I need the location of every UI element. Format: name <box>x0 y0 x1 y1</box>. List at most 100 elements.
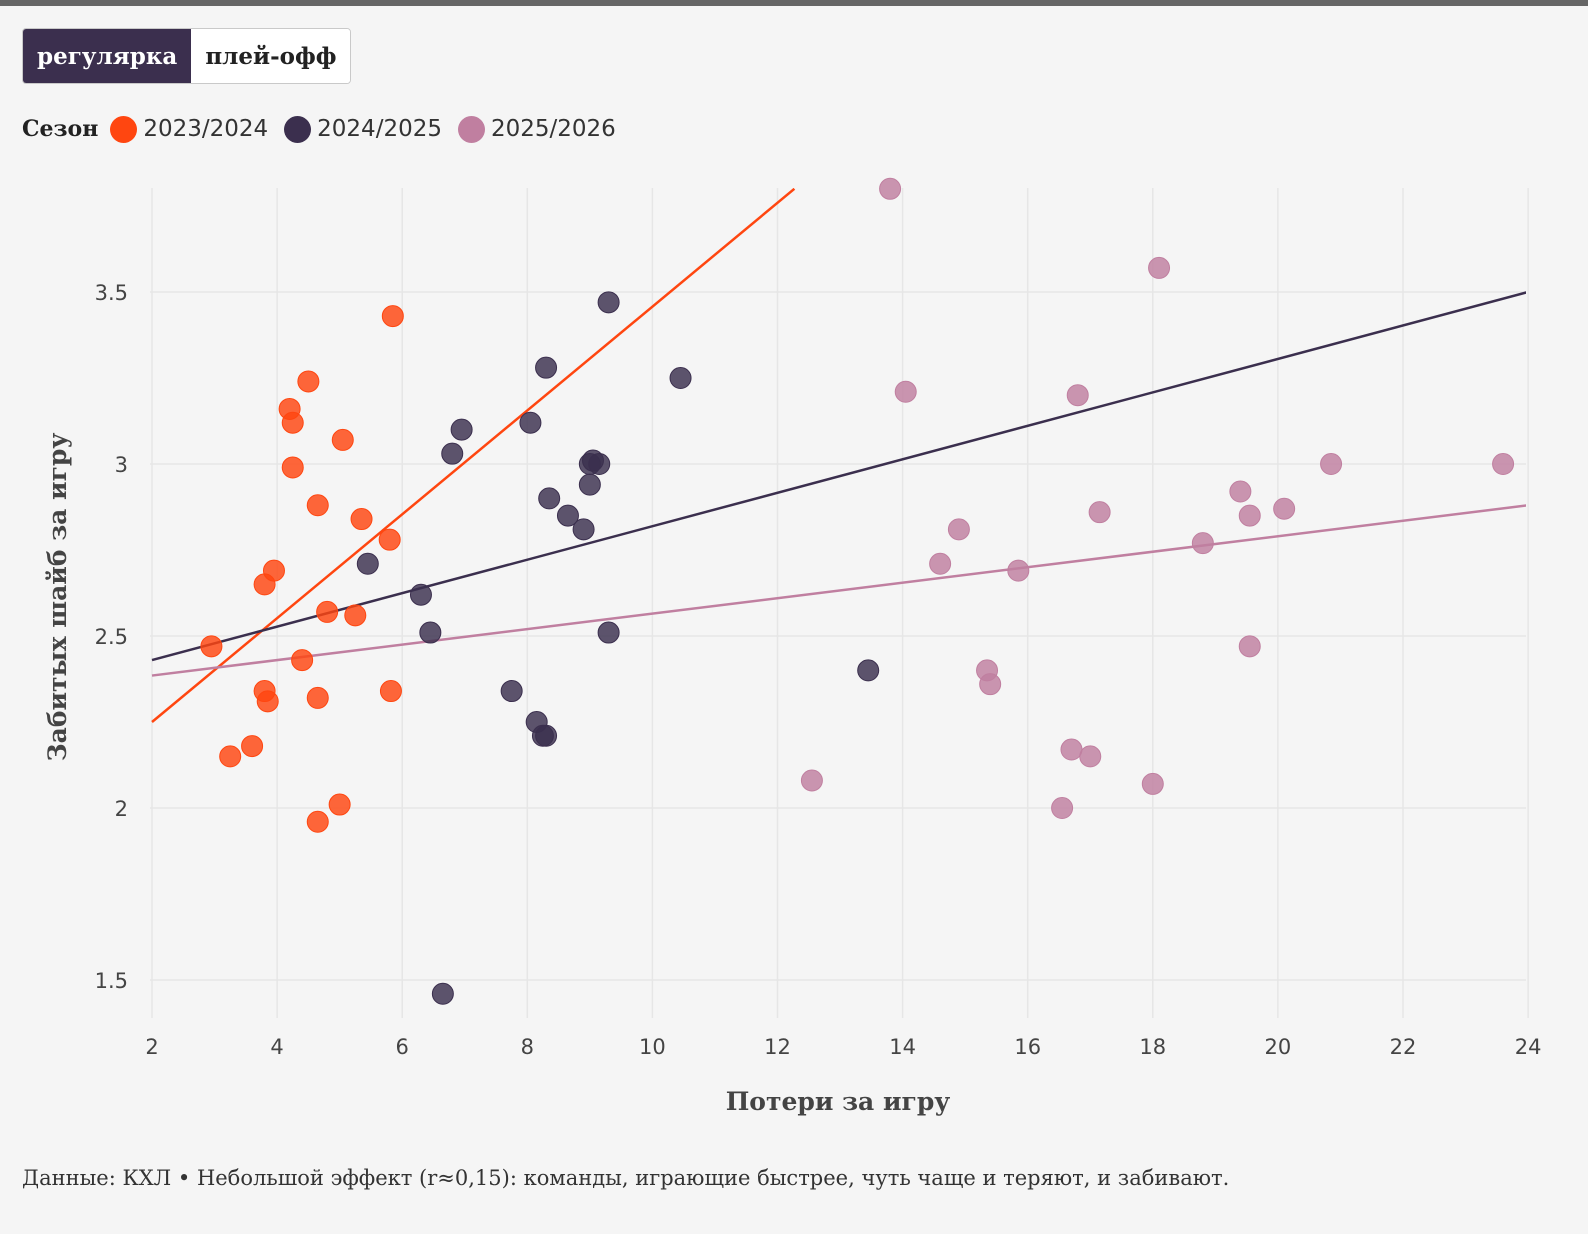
x-axis-title: Потери за игру <box>726 1087 951 1116</box>
point-2023-2024[interactable] <box>344 604 367 627</box>
grid <box>150 188 1529 1018</box>
y-tick-label: 3.5 <box>95 281 128 305</box>
point-2024-2025[interactable] <box>500 680 523 703</box>
point-2024-2025[interactable] <box>450 418 473 441</box>
legend-swatch-2024-2025 <box>284 115 312 143</box>
scatter-chart: 2 4 6 8 10 12 14 16 18 20 22 24 1.522.533.5 Потери … <box>43 177 1541 1116</box>
point-2025-2026[interactable] <box>1238 504 1261 527</box>
point-2025-2026[interactable] <box>1273 497 1296 520</box>
x-tick-label: 24 <box>1515 1035 1542 1059</box>
point-2023-2024[interactable] <box>379 680 402 703</box>
x-tick-label: 16 <box>1014 1035 1041 1059</box>
x-tick-label: 2 <box>145 1035 158 1059</box>
toggle-regular-season[interactable]: регулярка <box>23 29 192 83</box>
y-axis-title: Забитых шайб за игру <box>43 433 72 762</box>
point-2024-2025[interactable] <box>556 504 579 527</box>
legend-label-2024-2025: 2024/2025 <box>317 116 442 142</box>
season-type-toggle: регулярка плей-офф <box>22 28 352 84</box>
point-2025-2026[interactable] <box>800 769 823 792</box>
legend-label-2025-2026: 2025/2026 <box>490 116 616 142</box>
point-2025-2026[interactable] <box>979 673 1002 696</box>
point-2025-2026[interactable] <box>1141 772 1164 795</box>
legend-label-2023-2024: 2023/2024 <box>143 116 269 142</box>
x-axis-ticks: 2 4 6 8 10 12 14 16 18 20 22 24 <box>145 1035 1541 1059</box>
top-bar <box>0 0 1588 6</box>
point-2025-2026[interactable] <box>1007 559 1030 582</box>
x-tick-label: 14 <box>889 1035 916 1059</box>
point-2023-2024[interactable] <box>378 528 401 551</box>
point-2025-2026[interactable] <box>894 380 917 403</box>
point-2025-2026[interactable] <box>1066 384 1089 407</box>
point-2025-2026[interactable] <box>1060 738 1083 761</box>
legend-title: Сезон <box>22 116 99 142</box>
legend-swatch-2025-2026 <box>457 115 485 143</box>
point-2023-2024[interactable] <box>297 370 320 393</box>
point-2024-2025[interactable] <box>356 552 379 575</box>
trend-line-2025-2026 <box>151 504 1526 677</box>
point-2025-2026[interactable] <box>1148 256 1171 279</box>
y-tick-label: 3 <box>115 453 128 477</box>
point-2024-2025[interactable] <box>857 659 880 682</box>
point-2023-2024[interactable] <box>262 559 285 582</box>
point-2024-2025[interactable] <box>441 442 464 465</box>
point-2024-2025[interactable] <box>572 518 595 541</box>
point-2024-2025[interactable] <box>597 291 620 314</box>
point-2025-2026[interactable] <box>1191 532 1214 555</box>
point-2023-2024[interactable] <box>306 686 329 709</box>
trend-lines <box>151 188 1526 723</box>
point-2025-2026[interactable] <box>879 177 902 200</box>
data-points <box>200 177 1515 1005</box>
point-2025-2026[interactable] <box>1238 635 1261 658</box>
x-tick-label: 4 <box>270 1035 283 1059</box>
point-2023-2024[interactable] <box>291 649 314 672</box>
point-2025-2026[interactable] <box>1051 797 1074 819</box>
legend-item-2024-2025[interactable]: 2024/2025 <box>284 115 442 143</box>
point-2023-2024[interactable] <box>256 690 279 713</box>
point-2025-2026[interactable] <box>929 552 952 575</box>
point-2023-2024[interactable] <box>331 428 354 451</box>
point-2024-2025[interactable] <box>538 487 561 510</box>
point-2024-2025[interactable] <box>669 367 692 389</box>
point-2024-2025[interactable] <box>409 583 432 606</box>
point-2025-2026[interactable] <box>1229 480 1252 503</box>
point-2024-2025[interactable] <box>535 724 558 747</box>
point-2023-2024[interactable] <box>306 810 329 833</box>
point-2024-2025[interactable] <box>578 473 601 496</box>
x-tick-label: 22 <box>1390 1035 1417 1059</box>
point-2023-2024[interactable] <box>281 411 304 434</box>
y-tick-label: 2 <box>115 797 128 821</box>
point-2024-2025[interactable] <box>597 621 620 644</box>
toggle-playoffs[interactable]: плей-офф <box>191 29 351 83</box>
x-tick-label: 10 <box>639 1035 666 1059</box>
point-2024-2025[interactable] <box>419 621 442 644</box>
trend-line-2023-2024 <box>151 188 796 723</box>
y-tick-label: 1.5 <box>95 969 128 993</box>
point-2024-2025[interactable] <box>431 982 454 1005</box>
point-2024-2025[interactable] <box>588 453 611 475</box>
y-axis-ticks: 1.5 2 2.5 3 3.5 <box>95 281 128 993</box>
point-2025-2026[interactable] <box>1492 453 1515 475</box>
point-2025-2026[interactable] <box>1079 745 1102 768</box>
point-2023-2024[interactable] <box>200 635 223 658</box>
point-2025-2026[interactable] <box>1320 453 1343 475</box>
point-2023-2024[interactable] <box>381 305 404 328</box>
point-2023-2024[interactable] <box>306 494 329 517</box>
point-2023-2024[interactable] <box>328 793 351 816</box>
x-tick-label: 8 <box>521 1035 534 1059</box>
footnote: Данные: КХЛ • Небольшой эффект (r≈0,15):… <box>22 1166 1230 1190</box>
x-tick-label: 6 <box>396 1035 409 1059</box>
point-2024-2025[interactable] <box>535 356 558 379</box>
point-2023-2024[interactable] <box>350 508 373 531</box>
point-2023-2024[interactable] <box>241 735 264 758</box>
x-tick-label: 20 <box>1265 1035 1292 1059</box>
legend: Сезон 2023/2024 2024/2025 2025/2026 <box>22 110 632 148</box>
point-2023-2024[interactable] <box>219 745 242 768</box>
point-2025-2026[interactable] <box>947 518 970 541</box>
legend-item-2025-2026[interactable]: 2025/2026 <box>457 115 616 143</box>
point-2025-2026[interactable] <box>1088 501 1111 524</box>
x-tick-label: 18 <box>1139 1035 1166 1059</box>
point-2023-2024[interactable] <box>316 600 339 623</box>
legend-item-2023-2024[interactable]: 2023/2024 <box>110 115 269 143</box>
point-2023-2024[interactable] <box>281 456 304 479</box>
point-2024-2025[interactable] <box>519 411 542 434</box>
